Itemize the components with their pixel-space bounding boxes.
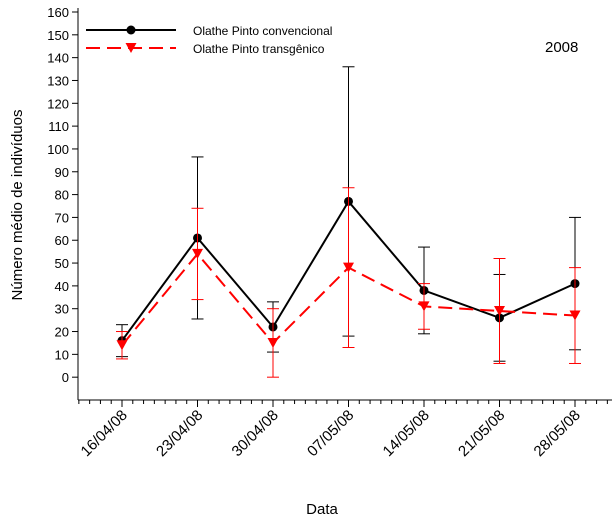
x-tick-label: 16/04/08 — [78, 407, 131, 460]
x-tick-label: 07/05/08 — [304, 407, 357, 460]
data-point — [267, 337, 279, 348]
y-tick-label: 60 — [55, 233, 69, 248]
y-tick-label: 20 — [55, 325, 69, 340]
x-tick-label: 28/05/08 — [531, 407, 584, 460]
data-point — [116, 340, 128, 351]
data-point — [494, 305, 505, 316]
legend-marker — [125, 43, 137, 53]
y-tick-label: 140 — [47, 51, 69, 66]
y-tick-label: 10 — [55, 347, 69, 362]
y-tick-label: 50 — [55, 256, 69, 271]
legend-label: Olathe Pinto convencional — [193, 24, 332, 38]
x-tick-label: 23/04/08 — [153, 407, 206, 460]
data-point — [343, 262, 354, 273]
y-tick-label: 120 — [47, 96, 69, 111]
y-axis-title: Número médio de indivíduos — [9, 110, 26, 301]
x-tick-label: 21/05/08 — [455, 407, 508, 460]
data-point — [418, 301, 430, 312]
x-tick-label: 14/05/08 — [380, 407, 433, 460]
y-tick-label: 110 — [48, 119, 69, 134]
legend-marker — [126, 25, 136, 35]
y-tick-label: 30 — [55, 302, 69, 317]
y-tick-label: 70 — [55, 210, 69, 225]
data-point — [192, 248, 203, 259]
y-tick-label: 90 — [55, 165, 69, 180]
y-tick-label: 80 — [55, 188, 69, 203]
legend-label: Olathe Pinto transgênico — [193, 42, 325, 56]
x-axis-title: Data — [306, 501, 338, 518]
x-tick-label: 30/04/08 — [229, 407, 282, 460]
y-tick-label: 130 — [47, 73, 69, 88]
y-tick-label: 100 — [47, 142, 69, 157]
y-tick-label: 160 — [47, 5, 69, 20]
y-tick-label: 40 — [55, 279, 69, 294]
y-tick-label: 150 — [47, 28, 69, 43]
y-tick-label: 0 — [62, 370, 69, 385]
data-point — [569, 310, 581, 321]
annotation: 2008 — [545, 39, 578, 56]
